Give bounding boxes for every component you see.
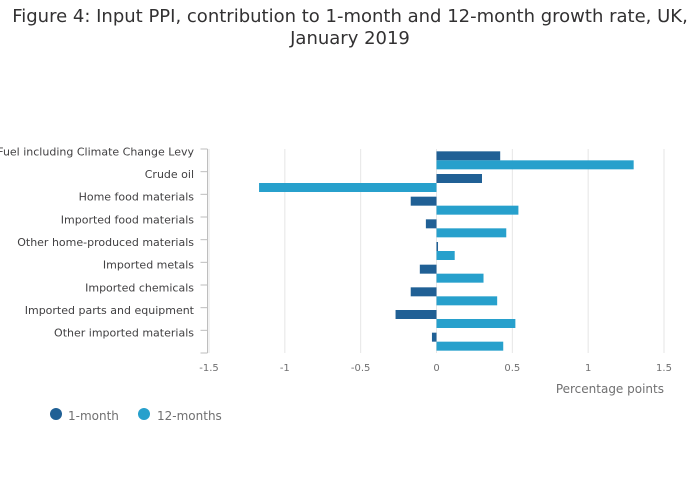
- legend-label-12-months: 12-months: [157, 409, 222, 423]
- category-label-4: Other home-produced materials: [17, 236, 194, 249]
- bar-12-months-4[interactable]: [436, 251, 455, 260]
- category-label-7: Imported parts and equipment: [25, 304, 195, 317]
- chart-title-line-1: Figure 4: Input PPI, contribution to 1-m…: [12, 6, 688, 27]
- bar-12-months-0[interactable]: [436, 160, 634, 170]
- bar-12-months-1[interactable]: [259, 183, 437, 192]
- category-label-6: Imported chemicals: [85, 281, 194, 294]
- x-tick-label-3: 0: [433, 363, 439, 374]
- x-tick-label-5: 1: [585, 363, 591, 374]
- bar-1-month-8[interactable]: [431, 332, 437, 342]
- legend: 1-month 12-months: [50, 408, 222, 423]
- bar-1-month-5[interactable]: [419, 264, 437, 274]
- category-label-1: Crude oil: [145, 168, 194, 181]
- x-tick-label-2: -0.5: [351, 363, 371, 374]
- bar-12-months-3[interactable]: [436, 228, 507, 238]
- category-label-0: Fuel including Climate Change Levy: [0, 145, 194, 158]
- category-label-2: Home food materials: [79, 191, 195, 204]
- chart-title-line-2: January 2019: [290, 28, 410, 49]
- x-axis-label: Percentage points: [556, 382, 664, 396]
- category-label-3: Imported food materials: [61, 213, 194, 226]
- legend-swatch-1-month: [50, 408, 62, 420]
- chart-title: Figure 4: Input PPI, contribution to 1-m…: [0, 6, 700, 50]
- bar-1-month-1[interactable]: [436, 174, 483, 183]
- bar-1-month-7[interactable]: [395, 310, 437, 319]
- bar-1-month-2[interactable]: [410, 196, 437, 206]
- bar-1-month-4[interactable]: [436, 242, 439, 251]
- bar-12-months-6[interactable]: [436, 296, 498, 306]
- bar-12-months-5[interactable]: [436, 273, 484, 283]
- bar-12-months-8[interactable]: [436, 341, 504, 351]
- legend-swatch-12-months: [138, 408, 150, 420]
- x-tick-label-6: 1.5: [656, 363, 672, 374]
- category-label-5: Imported metals: [103, 259, 194, 272]
- bars: [259, 151, 634, 351]
- legend-item-12-months[interactable]: 12-months: [138, 408, 222, 423]
- category-axis: Fuel including Climate Change Levy Crude …: [0, 145, 208, 354]
- bar-12-months-7[interactable]: [436, 319, 516, 328]
- x-tick-label-4: 0.5: [504, 363, 520, 374]
- bar-1-month-0[interactable]: [436, 151, 501, 161]
- x-tick-labels: -1.5 -1 -0.5 0 0.5 1 1.5: [199, 363, 672, 374]
- bar-1-month-3[interactable]: [425, 219, 437, 229]
- legend-label-1-month: 1-month: [68, 409, 119, 423]
- legend-item-1-month[interactable]: 1-month: [50, 408, 119, 423]
- category-label-8: Other imported materials: [54, 327, 194, 340]
- x-tick-label-0: -1.5: [199, 363, 219, 374]
- bar-1-month-6[interactable]: [410, 287, 437, 297]
- bar-12-months-2[interactable]: [436, 205, 519, 215]
- x-tick-label-1: -1: [280, 363, 290, 374]
